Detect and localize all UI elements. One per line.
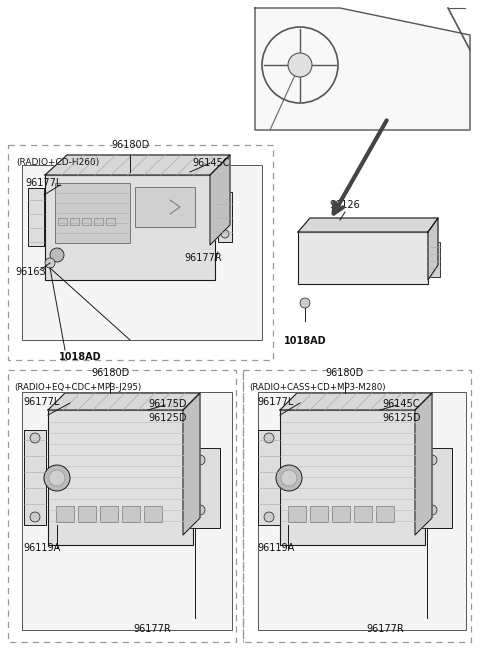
Polygon shape (280, 393, 432, 410)
Circle shape (276, 465, 302, 491)
Circle shape (412, 87, 424, 99)
Circle shape (264, 512, 274, 522)
Bar (428, 242, 440, 277)
Text: (RADIO+EQ+CDC+MP3-J295): (RADIO+EQ+CDC+MP3-J295) (14, 383, 141, 392)
Bar (376, 84, 428, 102)
Text: 96177L: 96177L (23, 397, 60, 407)
Polygon shape (298, 218, 438, 232)
Bar (332, 506, 350, 522)
Circle shape (394, 87, 406, 99)
Bar (258, 392, 466, 630)
Bar (288, 506, 306, 522)
Text: 96125D: 96125D (148, 413, 187, 423)
Text: 96126: 96126 (330, 200, 360, 210)
Bar (417, 448, 452, 528)
Bar (94, 218, 103, 225)
Polygon shape (210, 155, 230, 245)
Text: 96177R: 96177R (184, 253, 222, 263)
Bar (106, 218, 115, 225)
Bar (8, 145, 273, 360)
Text: 96119A: 96119A (257, 543, 294, 553)
Circle shape (195, 455, 205, 465)
Bar (310, 506, 328, 522)
Text: 96145C: 96145C (192, 158, 229, 168)
Text: 96145C: 96145C (382, 399, 420, 409)
Bar (82, 218, 91, 225)
Circle shape (288, 53, 312, 77)
Bar (298, 232, 428, 284)
Polygon shape (183, 393, 200, 535)
Bar (414, 61, 423, 68)
Bar (56, 506, 74, 522)
Text: 96177L: 96177L (257, 397, 293, 407)
Text: 96177R: 96177R (366, 624, 404, 634)
Bar (376, 58, 428, 80)
Text: (RADIO+CD-H260): (RADIO+CD-H260) (16, 158, 99, 167)
Circle shape (427, 455, 437, 465)
Bar (370, 45, 435, 115)
Circle shape (30, 433, 40, 443)
Circle shape (221, 230, 229, 238)
Bar (390, 61, 399, 68)
Text: (RADIO+CASS+CD+MP3-M280): (RADIO+CASS+CD+MP3-M280) (249, 383, 385, 392)
Polygon shape (48, 393, 200, 410)
Bar (258, 430, 280, 525)
Bar (55, 183, 130, 243)
Polygon shape (45, 155, 230, 175)
Bar (48, 410, 193, 545)
Polygon shape (255, 8, 470, 130)
Bar (70, 218, 79, 225)
Circle shape (264, 433, 274, 443)
Text: 96177L: 96177L (25, 178, 61, 188)
Text: 1018AD: 1018AD (284, 336, 326, 346)
Text: 96180D: 96180D (91, 368, 129, 378)
Text: 96180D: 96180D (326, 368, 364, 378)
Bar (376, 506, 394, 522)
Text: 1018AD: 1018AD (59, 352, 101, 362)
Circle shape (30, 512, 40, 522)
Bar (354, 506, 372, 522)
Bar (8, 370, 236, 642)
Bar (78, 506, 96, 522)
Circle shape (50, 248, 64, 262)
Circle shape (376, 87, 388, 99)
Bar (144, 506, 162, 522)
Bar (402, 61, 411, 68)
Text: 96180D: 96180D (111, 140, 149, 150)
Text: 96125D: 96125D (382, 413, 420, 423)
Circle shape (44, 465, 70, 491)
Bar (100, 506, 118, 522)
Bar (28, 188, 44, 246)
Bar (22, 392, 232, 630)
Text: 96119A: 96119A (23, 543, 60, 553)
Bar (280, 410, 425, 545)
Bar (243, 370, 471, 642)
Bar (135, 187, 195, 227)
Text: H: H (296, 60, 304, 70)
Text: 96175D: 96175D (148, 399, 187, 409)
Bar (58, 218, 67, 225)
Text: 96163: 96163 (15, 267, 46, 277)
Bar (218, 192, 232, 242)
Bar (378, 61, 387, 68)
Bar (185, 448, 220, 528)
Bar (22, 165, 262, 340)
Circle shape (427, 505, 437, 515)
Polygon shape (428, 218, 438, 280)
Polygon shape (415, 393, 432, 535)
Text: 96177R: 96177R (133, 624, 171, 634)
Circle shape (195, 505, 205, 515)
Circle shape (45, 258, 55, 268)
Circle shape (221, 196, 229, 204)
Bar (45, 175, 215, 280)
Circle shape (49, 470, 65, 486)
Circle shape (281, 470, 297, 486)
Bar (24, 430, 46, 525)
Bar (122, 506, 140, 522)
Circle shape (300, 298, 310, 308)
